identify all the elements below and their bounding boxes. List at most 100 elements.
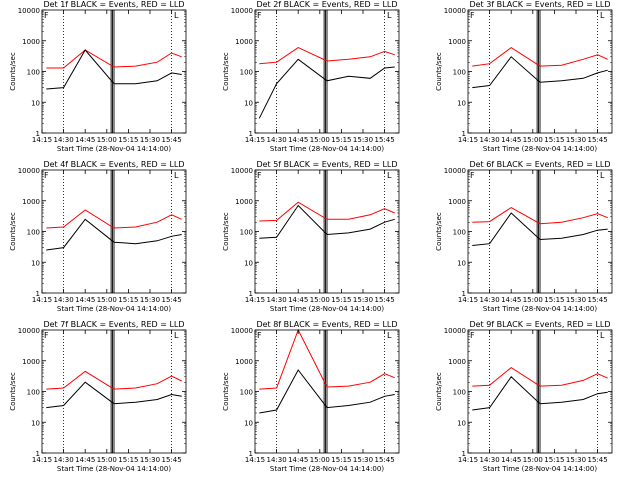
series-line-lld <box>259 201 395 222</box>
y-tick-label: 1000 <box>448 198 466 206</box>
y-tick-label: 100 <box>453 69 466 77</box>
detector-panel: Det 4f BLACK = Events, RED = LLD 1 10 100 10… <box>9 160 187 313</box>
x-tick-label: 15:00 <box>523 136 543 144</box>
y-tick-label: 10000 <box>444 7 466 15</box>
x-tick-label: 14:45 <box>75 136 95 144</box>
corner-mark-l: L <box>387 171 392 180</box>
x-tick-label: 14:15 <box>245 296 265 304</box>
corner-mark-f: F <box>257 331 262 340</box>
y-tick-label: 1 <box>36 290 40 298</box>
y-tick-label: 100 <box>27 69 40 77</box>
detector-panel: Det 5f BLACK = Events, RED = LLD 1 10 100 10… <box>222 160 400 313</box>
x-tick-label: 14:15 <box>245 456 265 464</box>
x-axis-title: Start Time (28-Nov-04 14:14:00) <box>483 465 597 473</box>
corner-mark-f: F <box>44 171 49 180</box>
x-tick-label: 15:30 <box>140 456 160 464</box>
panel-title: Det 9f BLACK = Events, RED = LLD <box>469 320 610 329</box>
x-tick-label: 15:00 <box>97 136 117 144</box>
x-axis-title: Start Time (28-Nov-04 14:14:00) <box>483 305 597 313</box>
corner-mark-l: L <box>600 331 605 340</box>
panel-title: Det 1f BLACK = Events, RED = LLD <box>43 0 184 9</box>
x-tick-label: 14:15 <box>458 296 478 304</box>
corner-mark-l: L <box>387 11 392 20</box>
x-tick-label: 15:00 <box>310 136 330 144</box>
x-tick-label: 14:30 <box>480 136 500 144</box>
x-tick-label: 14:30 <box>480 296 500 304</box>
y-tick-label: 1 <box>462 290 466 298</box>
detector-panel: Det 9f BLACK = Events, RED = LLD 1 10 100 10… <box>435 320 613 473</box>
series-line-events <box>46 381 182 409</box>
corner-mark-f: F <box>44 331 49 340</box>
panel-title: Det 3f BLACK = Events, RED = LLD <box>469 0 610 9</box>
x-axis-title: Start Time (28-Nov-04 14:14:00) <box>270 465 384 473</box>
y-tick-label: 1 <box>36 450 40 458</box>
series-line-events <box>258 58 395 119</box>
x-axis-title: Start Time (28-Nov-04 14:14:00) <box>57 465 171 473</box>
y-tick-label: 10000 <box>231 327 253 335</box>
series-line-lld <box>472 46 608 67</box>
series-line-lld <box>46 209 182 229</box>
x-tick-label: 15:30 <box>566 456 586 464</box>
corner-mark-l: L <box>387 331 392 340</box>
x-tick-label: 15:00 <box>310 296 330 304</box>
y-tick-label: 10000 <box>444 327 466 335</box>
detector-panel: Det 3f BLACK = Events, RED = LLD 1 10 100 10… <box>435 0 613 153</box>
y-tick-label: 10 <box>244 259 253 267</box>
x-tick-label: 15:00 <box>97 456 117 464</box>
corner-mark-l: L <box>600 171 605 180</box>
y-tick-label: 1000 <box>22 358 40 366</box>
series-line-lld <box>259 47 395 65</box>
x-tick-label: 14:45 <box>288 456 308 464</box>
y-tick-label: 10 <box>31 259 40 267</box>
x-tick-label: 14:15 <box>245 136 265 144</box>
x-tick-label: 15:30 <box>566 136 586 144</box>
series-line-events <box>472 56 608 89</box>
x-tick-label: 14:15 <box>458 456 478 464</box>
y-axis-title: Counts/sec <box>435 372 443 411</box>
x-tick-label: 15:00 <box>523 296 543 304</box>
x-tick-label: 14:30 <box>267 136 287 144</box>
y-tick-label: 10 <box>31 99 40 107</box>
x-tick-label: 14:45 <box>75 296 95 304</box>
x-tick-label: 15:00 <box>310 456 330 464</box>
y-tick-label: 1000 <box>448 38 466 46</box>
x-tick-label: 15:45 <box>375 456 395 464</box>
x-tick-label: 15:15 <box>544 136 564 144</box>
x-tick-label: 15:00 <box>523 456 543 464</box>
y-tick-label: 10 <box>244 419 253 427</box>
x-tick-label: 15:30 <box>353 296 373 304</box>
y-tick-label: 10 <box>457 259 466 267</box>
y-tick-label: 100 <box>27 229 40 237</box>
y-axis-title: Counts/sec <box>9 52 17 91</box>
series-line-lld <box>259 328 395 390</box>
x-tick-label: 15:45 <box>588 136 608 144</box>
y-tick-label: 100 <box>240 229 253 237</box>
y-tick-label: 1 <box>462 450 466 458</box>
x-tick-label: 14:45 <box>288 136 308 144</box>
detector-panel: Det 7f BLACK = Events, RED = LLD 1 10 100 10… <box>9 320 187 473</box>
y-tick-label: 1000 <box>22 198 40 206</box>
x-tick-label: 15:45 <box>588 296 608 304</box>
x-tick-label: 15:45 <box>162 456 182 464</box>
x-tick-label: 14:15 <box>32 456 52 464</box>
x-tick-label: 14:45 <box>501 136 521 144</box>
panel-title: Det 5f BLACK = Events, RED = LLD <box>256 160 397 169</box>
x-tick-label: 15:30 <box>353 136 373 144</box>
x-axis-title: Start Time (28-Nov-04 14:14:00) <box>483 145 597 153</box>
x-tick-label: 15:15 <box>331 296 351 304</box>
y-tick-label: 10000 <box>18 167 40 175</box>
x-tick-label: 15:15 <box>331 456 351 464</box>
corner-mark-l: L <box>174 11 179 20</box>
corner-mark-l: L <box>174 331 179 340</box>
y-tick-label: 1 <box>249 290 253 298</box>
x-tick-label: 15:30 <box>140 296 160 304</box>
panel-title: Det 2f BLACK = Events, RED = LLD <box>256 0 397 9</box>
y-tick-label: 1000 <box>448 358 466 366</box>
detector-panel: Det 8f BLACK = Events, RED = LLD 1 10 100 10… <box>222 320 400 473</box>
x-tick-label: 15:45 <box>375 296 395 304</box>
corner-mark-l: L <box>600 11 605 20</box>
y-axis-title: Counts/sec <box>222 52 230 91</box>
y-tick-label: 1000 <box>235 198 253 206</box>
x-axis-title: Start Time (28-Nov-04 14:14:00) <box>270 145 384 153</box>
